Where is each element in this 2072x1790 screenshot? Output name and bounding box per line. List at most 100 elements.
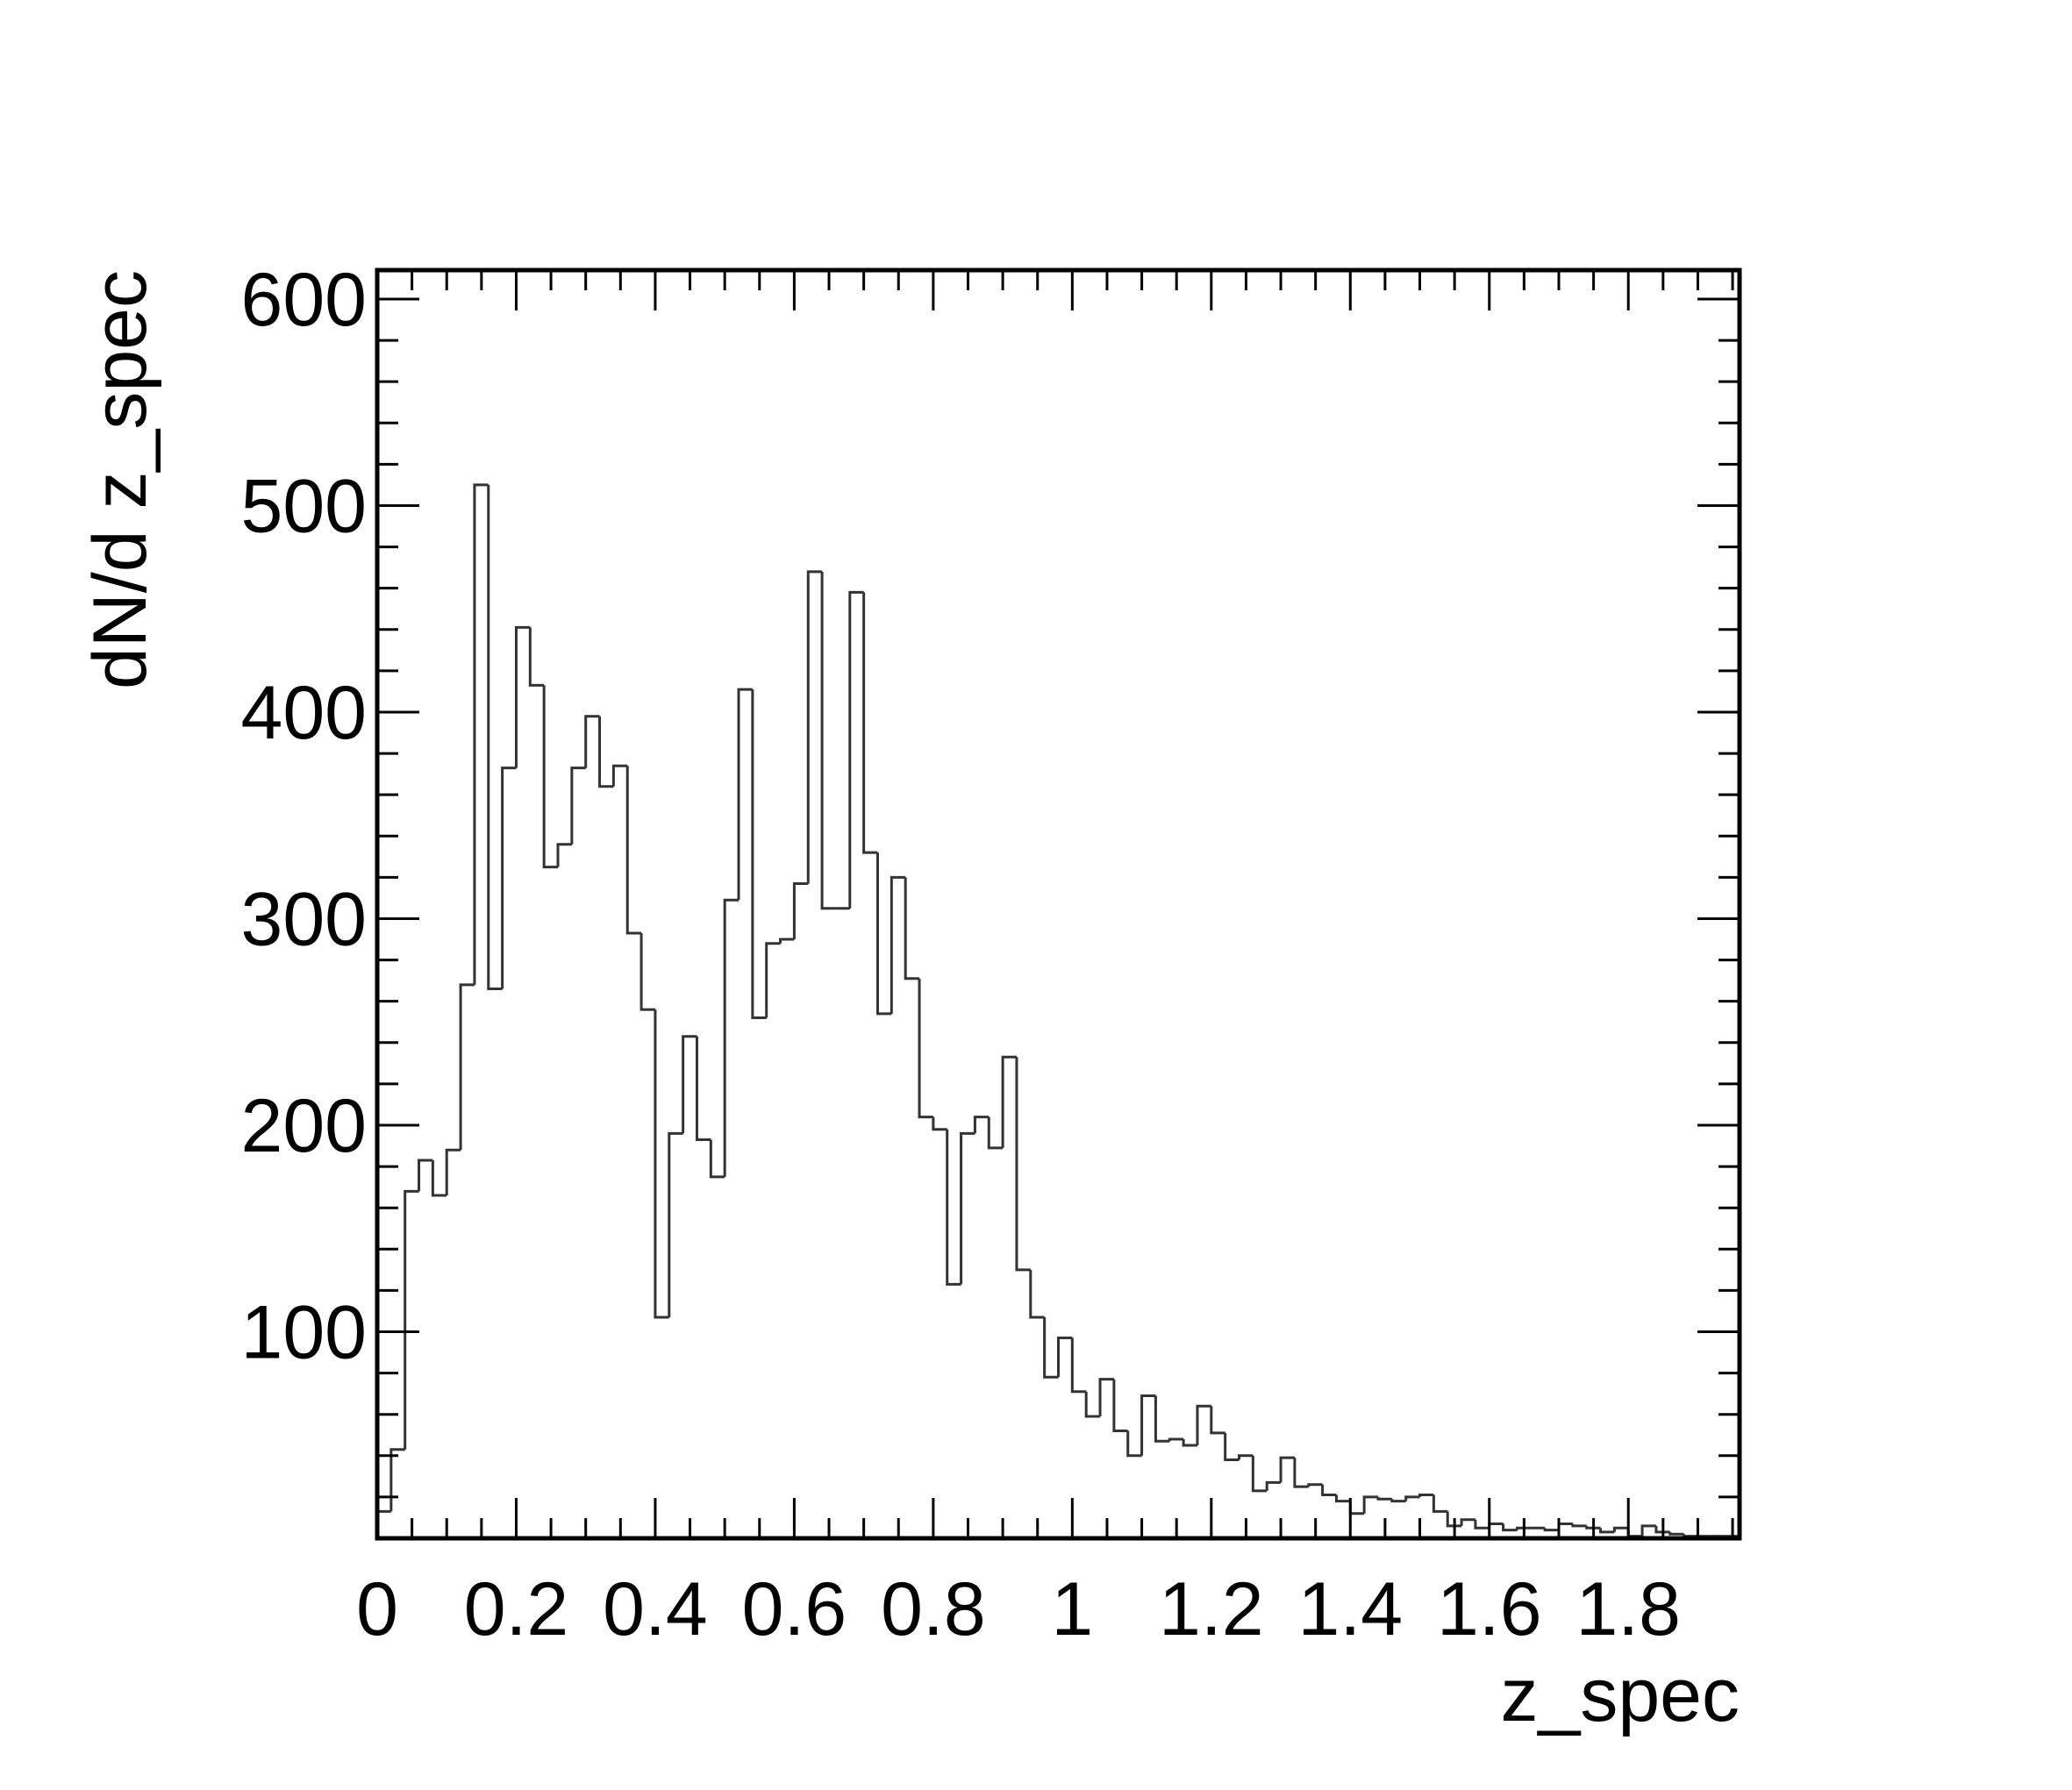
histogram-bin: [1515, 1526, 1532, 1530]
histogram-bin: [1418, 1494, 1434, 1497]
y-tick-label: 400: [241, 671, 368, 755]
histogram-bin: [1154, 1395, 1170, 1443]
histogram-bin: [1640, 1524, 1656, 1537]
histogram-bin: [404, 1189, 419, 1450]
histogram-bin: [445, 1148, 461, 1196]
histogram-bin: [418, 1159, 433, 1192]
histogram-bin: [1683, 1534, 1698, 1538]
histogram-bin: [1279, 1456, 1295, 1483]
histogram-bin: [570, 767, 586, 845]
histogram-bin: [1140, 1394, 1156, 1456]
histogram-bin: [598, 716, 614, 788]
histogram-bin: [459, 983, 475, 1151]
histogram-bin: [946, 1129, 961, 1286]
histogram-bin: [1543, 1528, 1559, 1532]
histogram-bin: [709, 1139, 725, 1179]
histogram-bin: [1668, 1531, 1684, 1536]
histogram-bin: [611, 764, 628, 787]
histogram-bin: [1571, 1523, 1587, 1528]
histogram-bin: [806, 570, 823, 884]
histogram-bin: [1654, 1525, 1670, 1534]
histogram-layer: [375, 483, 1740, 1538]
x-tick-label: 0.8: [881, 1567, 986, 1651]
histogram-bin: [654, 1009, 669, 1319]
histogram-bin: [682, 1035, 697, 1134]
histogram-bin: [1057, 1337, 1073, 1378]
histogram-bin: [625, 766, 642, 935]
histogram-bin: [1307, 1483, 1323, 1487]
histogram-bin: [1112, 1379, 1128, 1433]
histogram-bin: [1626, 1528, 1643, 1538]
axis-ticks: [375, 270, 1740, 1538]
x-tick-label: 1: [1051, 1567, 1093, 1651]
histogram-bin: [875, 852, 892, 1016]
histogram-bin: [584, 715, 600, 768]
histogram-bin: [389, 1448, 405, 1512]
tick-labels: 0 0.2 0.4 0.6 0.8 1 1.2 1.4 1.6 1.8 100 200 300 400 50…: [241, 258, 1682, 1651]
plot-frame: [375, 267, 1742, 1541]
histogram-bin: [1334, 1494, 1351, 1503]
histogram-bin: [723, 898, 739, 1177]
histogram-bin: [1599, 1528, 1615, 1534]
histogram-bin: [1029, 1269, 1045, 1319]
histogram-bin: [1460, 1518, 1475, 1526]
histogram-bin: [556, 843, 572, 867]
histogram-bin: [1224, 1432, 1240, 1462]
histogram-bin: [639, 932, 655, 1011]
histogram-bin: [1265, 1480, 1282, 1491]
x-tick-label: 0: [356, 1567, 398, 1651]
histogram-bin: [779, 938, 795, 944]
histogram-bin: [973, 1116, 990, 1134]
histogram-bin: [1348, 1501, 1365, 1515]
histogram-bin: [751, 689, 767, 1020]
histogram-bin: [1432, 1494, 1448, 1513]
histogram-bin: [1585, 1525, 1601, 1530]
x-tick-label: 1.6: [1437, 1567, 1542, 1651]
histogram-bin: [1446, 1511, 1462, 1528]
y-tick-label: 100: [241, 1290, 368, 1374]
histogram-bin: [737, 688, 753, 901]
x-axis-title: z_spec: [1501, 1653, 1740, 1737]
y-axis-title: dN/d z_spec: [78, 270, 162, 689]
histogram-bin: [1001, 1055, 1017, 1148]
histogram-bin: [1390, 1499, 1406, 1503]
histogram-bin: [1474, 1519, 1490, 1530]
histogram-bin: [473, 483, 489, 985]
histogram-bin: [890, 875, 906, 1014]
histogram-bin: [1098, 1378, 1114, 1417]
histogram-bin: [1238, 1454, 1254, 1460]
histogram-bin: [1126, 1430, 1142, 1458]
x-tick-label: 0.2: [464, 1567, 569, 1651]
histogram-bin: [1502, 1523, 1518, 1532]
histogram-bin: [695, 1036, 711, 1141]
x-tick-label: 1.8: [1575, 1567, 1681, 1651]
histogram-bin: [487, 484, 503, 991]
histogram-bin: [1196, 1404, 1211, 1446]
histogram-bin: [987, 1116, 1004, 1150]
histogram-bin: [918, 978, 933, 1119]
histogram-bin: [932, 1116, 947, 1131]
y-tick-label: 200: [241, 1084, 368, 1168]
histogram-bin: [501, 767, 517, 989]
histogram-bin: [862, 592, 878, 854]
histogram-bin: [1293, 1458, 1309, 1488]
histogram-bin: [1070, 1337, 1087, 1394]
histogram-bin: [1251, 1455, 1268, 1493]
y-tick-label: 600: [241, 258, 368, 342]
histogram-bin: [1612, 1526, 1629, 1532]
histogram-bin: [1043, 1317, 1059, 1379]
histogram-bin: [792, 881, 809, 940]
histogram-bin: [514, 625, 531, 768]
histogram-bin: [542, 685, 559, 869]
histogram-bin: [1084, 1391, 1101, 1418]
x-tick-label: 1.4: [1298, 1567, 1404, 1651]
histogram-bin: [848, 590, 864, 909]
x-tick-label: 0.4: [603, 1567, 708, 1651]
histogram-bin: [1557, 1523, 1573, 1530]
y-tick-label: 300: [241, 877, 368, 961]
histogram-bin: [904, 877, 920, 981]
x-tick-label: 1.2: [1159, 1567, 1264, 1651]
histogram-bin: [820, 571, 836, 910]
histogram-bin: [1488, 1523, 1504, 1529]
